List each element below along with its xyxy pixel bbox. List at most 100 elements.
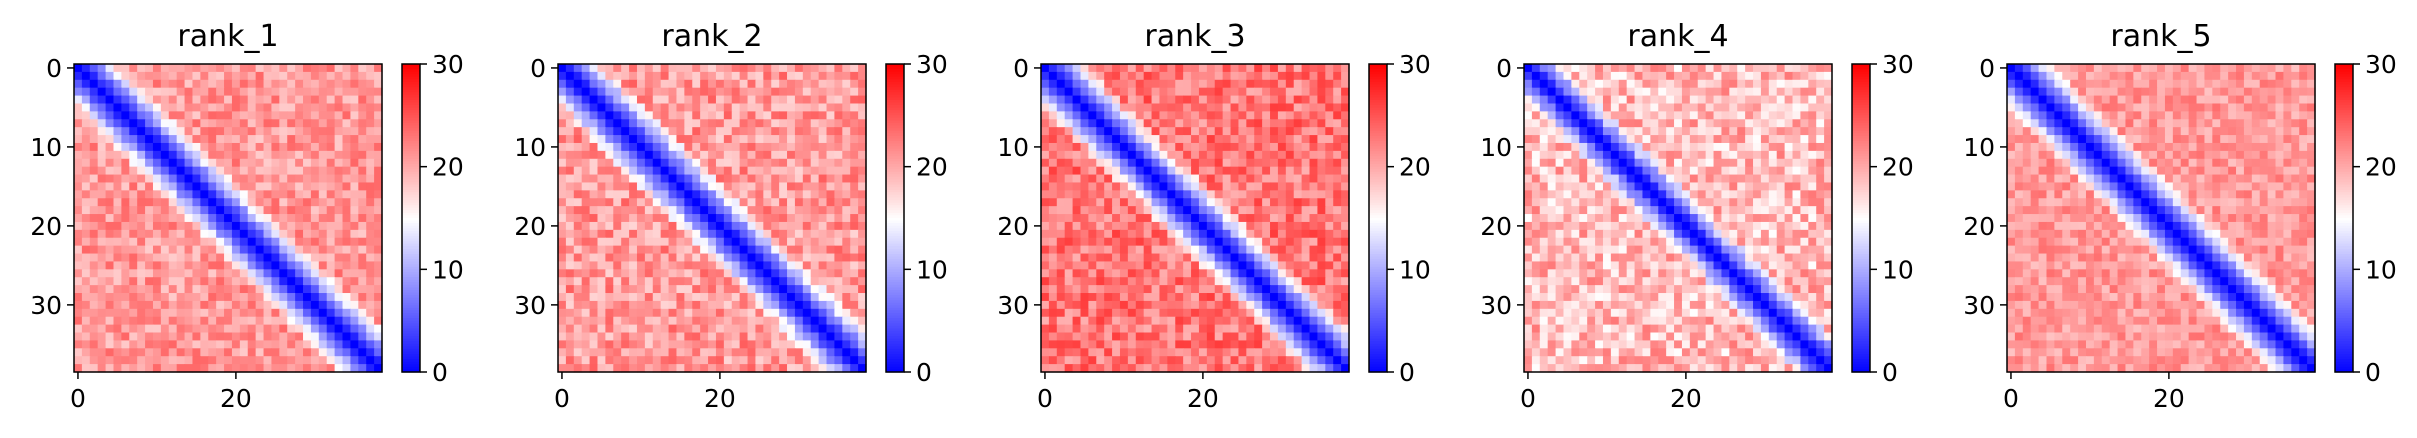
colorbar-segment [1369,207,1387,211]
heatmap-cell [1317,111,1326,120]
heatmap-cell [1206,245,1216,255]
heatmap-cell [129,135,138,144]
heatmap-cell [287,95,296,105]
heatmap-cell [271,348,280,357]
heatmap-cell [826,127,836,136]
heatmap-cell [1341,135,1350,144]
heatmap-cell [1262,142,1271,152]
heatmap-cell [668,206,678,215]
heatmap-cell [739,64,749,73]
heatmap-cell [1143,364,1153,373]
heatmap-cell [1214,206,1224,215]
heatmap-cell [239,190,249,199]
heatmap-cell [739,332,749,342]
heatmap-cell [573,316,583,326]
colorbar-segment [886,197,904,201]
heatmap-cell [176,79,186,89]
heatmap-cell [334,103,344,112]
heatmap-cell [589,158,599,168]
heatmap-cell [247,166,257,176]
heatmap-cell [342,221,352,231]
heatmap-cell [842,293,851,302]
heatmap-cell [216,71,225,81]
heatmap-cell [613,214,622,223]
heatmap-cell [613,293,622,302]
heatmap-cell [692,119,701,128]
heatmap-cell [97,237,107,247]
heatmap-cell [287,285,296,294]
heatmap-cell [573,190,583,199]
heatmap-cell [1088,308,1097,318]
heatmap-cell [1041,142,1050,152]
heatmap-cell [1041,158,1050,168]
heatmap-cell [342,198,352,207]
heatmap-cell [842,150,851,160]
heatmap-cell [137,277,146,286]
heatmap-cell [715,214,725,223]
heatmap-cell [573,269,583,278]
heatmap-cell [358,348,367,357]
heatmap-cell [621,332,630,342]
heatmap-cell [629,237,638,247]
heatmap-cell [1325,127,1334,136]
heatmap-cell [1080,190,1089,199]
heatmap-cell [597,285,606,294]
colorbar-segment [402,66,420,70]
heatmap-cell [374,308,383,318]
heatmap-cell [794,324,804,334]
heatmap-cell [834,119,843,128]
heatmap-cell [1159,316,1168,326]
heatmap-cell [818,308,828,318]
heatmap-cell [1238,119,1247,128]
heatmap-cell [1119,221,1129,231]
heatmap-cell [74,269,83,278]
heatmap-cell [818,174,828,184]
heatmap-cell [715,253,725,263]
heatmap-cell [771,198,780,207]
heatmap-cell [326,356,336,365]
heatmap-cell [1080,229,1089,239]
heatmap-cell [858,356,867,365]
heatmap-cell [366,150,375,160]
heatmap-cell [1096,190,1105,199]
heatmap-cell [692,348,701,357]
heatmap-cell [589,221,599,231]
heatmap-cell [558,348,567,357]
heatmap-cell [692,316,701,326]
heatmap-cell [366,269,375,278]
heatmap-cell [168,198,178,207]
colorbar-segment [402,143,420,147]
heatmap-cell [216,237,225,247]
heatmap-cell [771,142,780,152]
heatmap-cell [802,64,812,73]
heatmap-cell [1104,324,1113,334]
heatmap-cell [1191,119,1200,128]
heatmap-cell [160,340,170,349]
heatmap-cell [818,127,828,136]
heatmap-cell [152,150,162,160]
heatmap-cell [192,135,201,144]
heatmap-cell [239,166,249,176]
heatmap-cell [184,356,194,365]
heatmap-cell [287,214,296,223]
heatmap-cell [1183,300,1192,310]
heatmap-cell [858,285,867,294]
heatmap-cell [1183,64,1192,73]
heatmap-cell [581,71,591,81]
heatmap-cell [81,87,91,97]
heatmap-cell [89,174,99,184]
heatmap-cell [184,221,194,231]
heatmap-cell [97,166,107,176]
heatmap-cell [589,119,599,128]
heatmap-cell [263,237,273,247]
colorbar-segment [886,107,904,111]
heatmap-cell [605,221,614,231]
heatmap-cell [1293,300,1303,310]
heatmap-cell [644,127,654,136]
colorbar-segment [886,148,904,152]
heatmap-cell [802,316,812,326]
heatmap-cell [1072,119,1082,128]
heatmap-cell [200,142,209,152]
heatmap-cell [326,87,336,97]
colorbar-segment [1369,323,1387,327]
